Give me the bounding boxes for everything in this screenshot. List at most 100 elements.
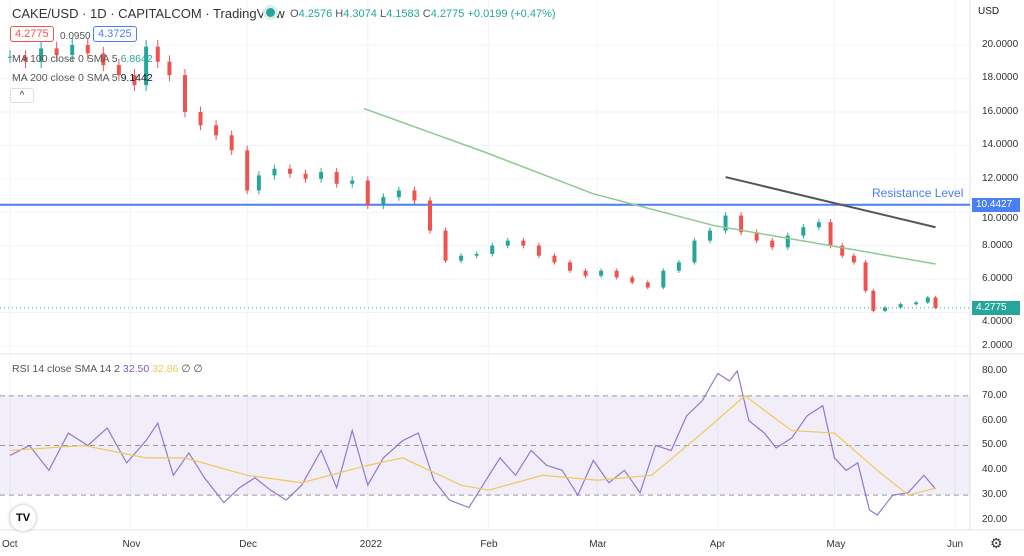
candle (85, 45, 90, 54)
candle (319, 172, 324, 179)
candle (39, 48, 44, 62)
candle (428, 200, 432, 231)
candle (272, 168, 277, 176)
chart-title: CAKE/USD · 1D · CAPITALCOM · TradingView (12, 6, 285, 21)
candle (801, 227, 806, 236)
candle (614, 270, 619, 278)
rsi-tick: 30.00 (982, 489, 1008, 500)
rsi-tick: 60.00 (982, 415, 1008, 426)
price-tick: 8.0000 (982, 240, 1013, 251)
market-status-icon (266, 8, 275, 17)
tradingview-logo[interactable]: TV (10, 505, 36, 531)
ma-line (363, 107, 936, 265)
time-tick: Nov (122, 539, 141, 550)
candle (132, 75, 137, 86)
buy-price-button[interactable]: 4.3725 (93, 26, 137, 42)
currency-label: USD (978, 6, 1000, 17)
candle (723, 215, 728, 231)
rsi-tick: 20.00 (982, 514, 1008, 525)
time-tick: Mar (589, 539, 607, 550)
candle (645, 282, 650, 288)
rsi-tick: 40.00 (982, 464, 1008, 475)
time-tick: May (826, 539, 846, 550)
candle (23, 56, 28, 62)
candle (245, 150, 250, 191)
candle (412, 190, 417, 201)
candle (739, 215, 744, 233)
candle (925, 297, 930, 303)
candle (521, 240, 526, 246)
candle (116, 65, 121, 76)
price-tick: 12.0000 (982, 173, 1019, 184)
resistance-label: Resistance Level (872, 186, 963, 200)
candle (334, 172, 339, 184)
candle (661, 270, 666, 288)
candle (474, 254, 479, 256)
candle (863, 262, 868, 291)
price-tick: 10.0000 (982, 213, 1019, 224)
candle (214, 125, 219, 136)
candle (381, 197, 386, 206)
candle (708, 230, 712, 241)
trend-line (725, 176, 936, 229)
candle (350, 180, 355, 184)
candle (8, 56, 12, 58)
candle (229, 135, 234, 151)
price-tick: 6.0000 (982, 273, 1013, 284)
rsi-tick: 80.00 (982, 365, 1008, 376)
rsi-sma-line (9, 395, 936, 496)
candle (754, 232, 759, 241)
spread: 0.0950 (60, 31, 91, 42)
candle (101, 53, 106, 66)
candle (256, 175, 261, 191)
candle (443, 230, 448, 261)
rsi-band (0, 395, 970, 496)
candle (816, 222, 821, 228)
collapse-legend-button[interactable]: ^ (10, 88, 34, 103)
candle (871, 290, 876, 311)
candle (568, 262, 572, 271)
last-price-tag: 4.2775 (972, 301, 1020, 315)
price-tick: 14.0000 (982, 139, 1019, 150)
ma200-legend[interactable]: MA 200 close 0 SMA 5 9.1442 (12, 72, 153, 84)
candle (883, 307, 887, 311)
rsi-tick: 50.00 (982, 439, 1008, 450)
candle (840, 245, 845, 256)
candle (167, 61, 172, 76)
sell-price-button[interactable]: 4.2775 (10, 26, 54, 42)
candle (692, 240, 697, 263)
price-tick: 20.0000 (982, 39, 1019, 50)
candle (785, 235, 790, 248)
ohlc-readout: O4.2576 H4.3074 L4.1583 C4.2775 +0.0199 … (290, 8, 556, 20)
candle (914, 302, 919, 305)
candle (505, 240, 510, 246)
candle (676, 262, 681, 271)
candle (198, 111, 203, 126)
candle (54, 48, 59, 56)
candle (183, 75, 187, 112)
time-tick: Apr (709, 539, 726, 550)
time-tick: 2022 (359, 539, 383, 550)
price-tick: 2.0000 (982, 340, 1013, 351)
candle (552, 255, 557, 263)
candle (770, 240, 775, 248)
candle (630, 277, 635, 283)
candle (828, 222, 833, 246)
candle (396, 190, 401, 198)
candle (70, 45, 75, 56)
rsi-legend[interactable]: RSI 14 close SMA 14 2 32.50 32.86 ∅ ∅ (12, 363, 203, 375)
price-tick: 18.0000 (982, 72, 1019, 83)
candle (288, 168, 292, 174)
candle (898, 304, 903, 308)
time-tick: Dec (239, 539, 258, 550)
candle (459, 255, 464, 261)
candle (583, 270, 588, 276)
candle (933, 297, 938, 308)
settings-gear-icon[interactable]: ⚙ (990, 535, 1003, 551)
time-tick: Oct (2, 539, 18, 550)
resistance-price-tag: 10.4427 (972, 198, 1020, 212)
candle (490, 245, 495, 254)
ma100-legend[interactable]: MA 100 close 0 SMA 5 6.8642 (12, 53, 153, 65)
candle (365, 180, 370, 206)
